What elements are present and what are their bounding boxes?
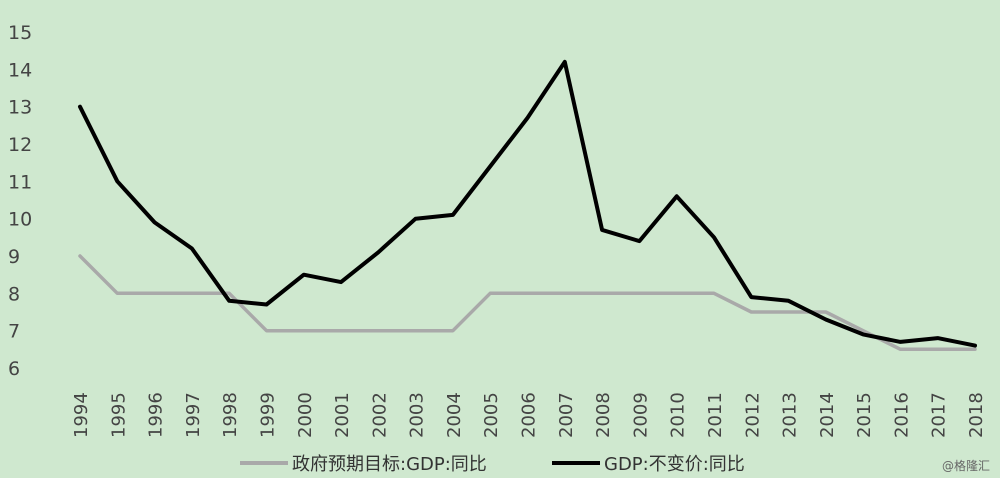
target-data-point	[824, 310, 828, 314]
gdp-data-point	[302, 273, 306, 277]
x-tick-label: 2017	[929, 392, 950, 438]
gdp-data-point	[115, 179, 119, 183]
y-axis: 6 7 8 9 10 11 12 13 14 15	[8, 22, 32, 380]
series-line-target	[78, 254, 977, 352]
x-tick-label: 2001	[332, 392, 353, 438]
x-tick-label: 2015	[854, 392, 875, 438]
gdp-data-point	[451, 213, 455, 217]
x-tick-label: 2009	[630, 392, 651, 438]
x-tick-label: 2010	[668, 392, 689, 438]
target-data-point	[302, 329, 306, 333]
target-data-point	[973, 347, 977, 351]
x-tick-label: 2011	[705, 392, 726, 438]
target-data-point	[153, 291, 157, 295]
y-tick-label: 8	[8, 283, 20, 305]
target-data-point	[637, 291, 641, 295]
x-tick-label: 2003	[407, 392, 428, 438]
x-tick-label: 2008	[593, 392, 614, 438]
gdp-data-point	[637, 239, 641, 243]
gdp-data-point	[227, 299, 231, 303]
gdp-data-point	[675, 194, 679, 198]
watermark: @格隆汇	[942, 458, 990, 473]
gdp-data-point	[376, 250, 380, 254]
gdp-data-point	[824, 318, 828, 322]
target-data-point	[600, 291, 604, 295]
target-data-point	[190, 291, 194, 295]
target-data-point	[488, 291, 492, 295]
target-data-point	[787, 310, 791, 314]
legend: 政府预期目标:GDP:同比 GDP:不变价:同比	[240, 454, 745, 475]
target-data-point	[675, 291, 679, 295]
gdp-data-point	[749, 295, 753, 299]
gdp-data-point	[339, 280, 343, 284]
target-data-point	[563, 291, 567, 295]
target-data-point	[339, 329, 343, 333]
target-data-point	[526, 291, 530, 295]
target-data-point	[227, 291, 231, 295]
x-tick-label: 2002	[369, 392, 390, 438]
x-tick-label: 2018	[966, 392, 987, 438]
x-tick-label: 1998	[220, 392, 241, 438]
y-tick-label: 11	[8, 171, 32, 193]
x-tick-label: 2006	[519, 392, 540, 438]
y-tick-label: 9	[8, 246, 20, 268]
gdp-data-point	[936, 336, 940, 340]
plot-area	[78, 59, 977, 352]
gdp-data-point	[898, 340, 902, 344]
target-data-point	[712, 291, 716, 295]
gdp-data-point	[265, 303, 269, 307]
target-data-point	[451, 329, 455, 333]
y-tick-label: 12	[8, 134, 32, 156]
legend-label-target: 政府预期目标:GDP:同比	[292, 454, 487, 475]
target-data-point	[898, 347, 902, 351]
x-tick-label: 2004	[444, 392, 465, 438]
x-tick-label: 1999	[257, 392, 278, 438]
target-data-point	[936, 347, 940, 351]
gdp-data-point	[861, 332, 865, 336]
x-tick-label: 1995	[108, 392, 129, 438]
x-tick-label: 1994	[71, 392, 92, 438]
y-tick-label: 14	[8, 59, 32, 81]
target-data-point	[265, 329, 269, 333]
gdp-data-point	[973, 344, 977, 348]
y-tick-label: 15	[8, 22, 32, 44]
x-tick-label: 1996	[146, 392, 167, 438]
gdp-data-point	[153, 220, 157, 224]
x-tick-label: 2016	[891, 392, 912, 438]
legend-label-gdp: GDP:不变价:同比	[604, 454, 745, 475]
series-line-gdp	[78, 59, 977, 348]
gdp-data-point	[787, 299, 791, 303]
gdp-data-point	[526, 116, 530, 120]
x-tick-label: 2000	[295, 392, 316, 438]
x-tick-label: 2013	[780, 392, 801, 438]
gdp-data-point	[600, 228, 604, 232]
y-tick-label: 6	[8, 358, 20, 380]
y-tick-label: 10	[8, 209, 32, 231]
gdp-data-point	[190, 247, 194, 251]
y-tick-label: 7	[8, 321, 20, 343]
x-tick-label: 2007	[556, 392, 577, 438]
y-tick-label: 13	[8, 97, 32, 119]
x-tick-label: 2012	[742, 392, 763, 438]
target-data-point	[115, 291, 119, 295]
gdp-data-point	[563, 60, 567, 64]
x-tick-label: 2005	[481, 392, 502, 438]
target-data-point	[414, 329, 418, 333]
gdp-data-point	[488, 164, 492, 168]
x-tick-label: 1997	[183, 392, 204, 438]
target-data-point	[376, 329, 380, 333]
target-data-point	[78, 254, 82, 258]
target-data-point	[749, 310, 753, 314]
x-axis: 1994 1995 1996 1997 1998 1999 2000 2001 2002 2003…	[71, 392, 987, 438]
gdp-data-point	[78, 105, 82, 109]
gdp-data-point	[414, 217, 418, 221]
gdp-data-point	[712, 235, 716, 239]
x-tick-label: 2014	[817, 392, 838, 438]
